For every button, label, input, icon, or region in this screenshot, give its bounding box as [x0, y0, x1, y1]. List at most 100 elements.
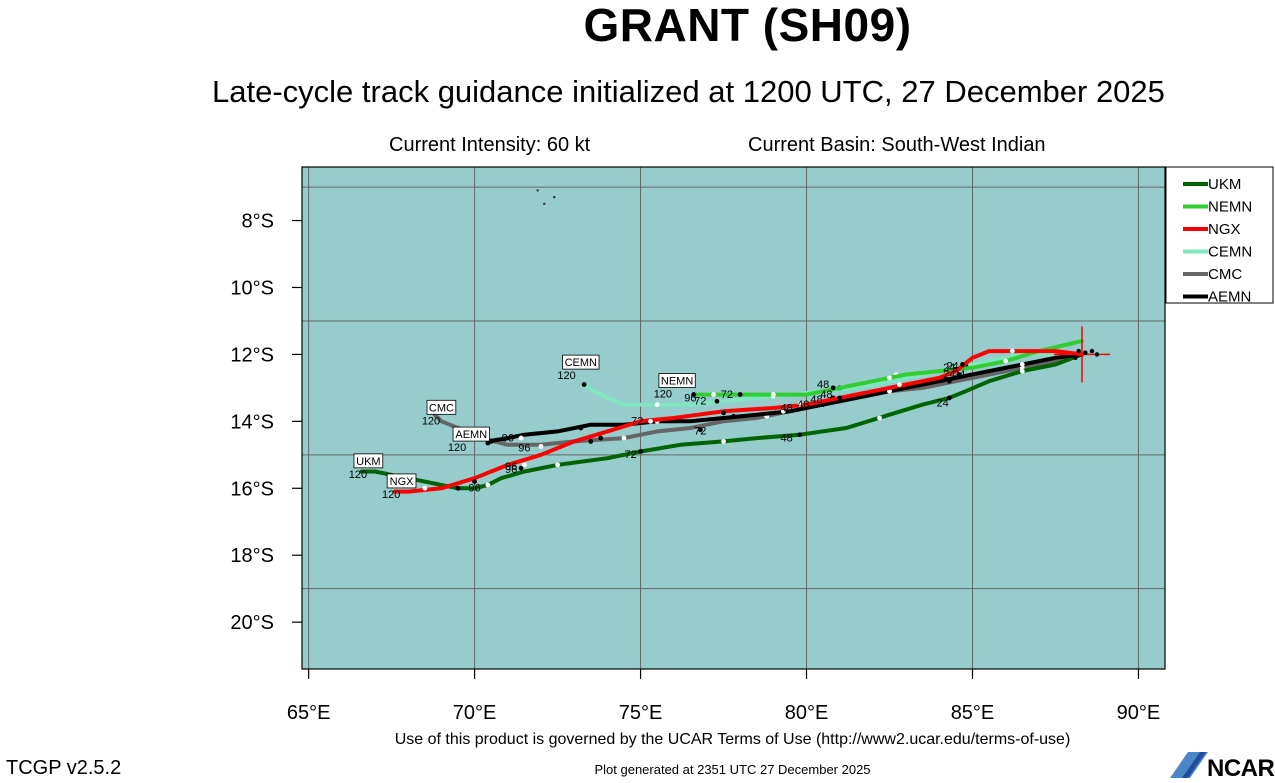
lat-tick-label: 10°S	[230, 277, 274, 299]
track-point	[521, 462, 527, 468]
island	[543, 202, 546, 206]
model-label-box	[386, 473, 417, 489]
track-point	[946, 395, 952, 401]
track-point	[1009, 348, 1015, 354]
model-label: CMC	[429, 402, 454, 414]
forecast-hour-label: 72	[694, 426, 706, 438]
track-point	[518, 435, 524, 441]
model-label: UKM	[356, 456, 380, 468]
track-point	[1019, 362, 1025, 367]
ncar-logo-icon	[1170, 752, 1208, 778]
track-point	[780, 408, 786, 414]
forecast-hour-label: 48	[820, 389, 832, 401]
track-aemn	[485, 352, 1084, 446]
model-label: AEMN	[455, 429, 487, 441]
track-point	[960, 362, 965, 367]
lat-tick-label: 12°S	[230, 344, 274, 366]
track-ngx	[392, 348, 1084, 494]
lon-tick-label: 65°E	[287, 702, 331, 724]
forecast-hour-label: 96	[505, 461, 517, 473]
forecast-hour-label: 96	[518, 442, 530, 454]
track-point	[737, 392, 743, 397]
track-point	[485, 482, 491, 488]
model-label-box	[353, 453, 384, 469]
track-point	[731, 413, 736, 419]
generated-timestamp: Plot generated at 2351 UTC 27 December 2…	[594, 762, 871, 777]
endpoint-hour-label: 120	[349, 469, 367, 481]
island	[536, 189, 539, 192]
track-point	[721, 410, 726, 416]
lon-tick-label: 85°E	[951, 702, 995, 724]
forecast-hour-label: 72	[721, 389, 733, 401]
lat-tick-label: 16°S	[230, 478, 274, 500]
lon-tick-label: 90°E	[1117, 702, 1161, 724]
track-point	[714, 398, 720, 404]
page-title: GRANT (SH09)	[583, 0, 912, 51]
forecast-hour-label: 48	[780, 402, 792, 414]
forecast-hour-label: 48	[797, 399, 809, 411]
track-point	[518, 465, 524, 471]
page-subtitle: Late-cycle track guidance initialized at…	[212, 74, 1165, 109]
version-label: TCGP v2.5.2	[6, 757, 122, 779]
track-point	[830, 385, 836, 391]
legend-label-nemn: NEMN	[1208, 199, 1252, 216]
track-point	[797, 402, 803, 408]
track-point	[887, 375, 892, 381]
track-point	[581, 382, 587, 387]
forecast-hour-label: 96	[505, 464, 517, 476]
model-label-box	[426, 399, 457, 415]
track-point	[1003, 358, 1009, 364]
track-point	[711, 392, 716, 397]
lat-tick-label: 14°S	[230, 411, 274, 433]
endpoint-hour-label: 120	[654, 389, 672, 401]
forecast-hour-label: 24	[953, 369, 965, 381]
ncar-logo-text: NCAR	[1207, 755, 1275, 782]
forecast-hour-label: 96	[502, 432, 514, 444]
terms-of-use-notice: Use of this product is governed by the U…	[394, 731, 1071, 748]
forecast-hour-label: 24	[943, 362, 955, 374]
track-point	[691, 392, 697, 397]
track-point	[877, 415, 882, 421]
track-line-aemn	[485, 352, 1084, 444]
track-point	[455, 485, 461, 491]
legend-label-cemn: CEMN	[1208, 244, 1252, 261]
forecast-hour-label: 72	[694, 396, 706, 408]
current-intensity: Current Intensity: 60 kt	[389, 134, 591, 156]
legend-label-ukm: UKM	[1208, 176, 1241, 193]
lat-tick-label: 18°S	[230, 545, 274, 567]
forecast-hour-label: 96	[684, 392, 696, 404]
forecast-hour-label: 48	[810, 394, 822, 406]
forecast-hour-label: 72	[624, 449, 636, 461]
lon-tick-label: 75°E	[619, 702, 663, 724]
track-point	[621, 435, 627, 441]
endpoint-hour-label: 120	[557, 370, 575, 382]
track-point	[770, 392, 776, 397]
legend-label-cmc: CMC	[1208, 266, 1242, 283]
track-point	[472, 479, 477, 484]
legend: UKM NEMN NGX CEMN CMC AEMN	[1165, 166, 1274, 306]
island	[553, 195, 556, 199]
track-point	[538, 444, 544, 449]
forecast-hour-label: 24	[943, 369, 955, 381]
forecast-hour-label: 24	[936, 397, 948, 409]
model-label-box	[658, 373, 696, 388]
track-point	[588, 439, 594, 444]
track-point	[1083, 350, 1088, 355]
model-label-box	[452, 426, 490, 442]
track-point	[422, 485, 428, 491]
track-point	[837, 395, 843, 401]
model-label: NEMN	[661, 376, 693, 388]
track-point	[638, 449, 643, 454]
track-point	[648, 418, 653, 424]
forecast-hour-label: 24	[946, 360, 958, 372]
forecast-hour-label: 96	[468, 483, 480, 495]
endpoint-hour-label: 120	[422, 415, 440, 427]
track-point	[797, 432, 803, 438]
endpoint-hour-label: 120	[382, 489, 400, 501]
legend-box	[1165, 166, 1274, 304]
track-point	[897, 382, 902, 387]
track-point	[1073, 355, 1078, 360]
lat-tick-label: 20°S	[230, 612, 274, 634]
endpoint-hour-label: 120	[448, 442, 466, 454]
track-point	[1076, 348, 1081, 354]
